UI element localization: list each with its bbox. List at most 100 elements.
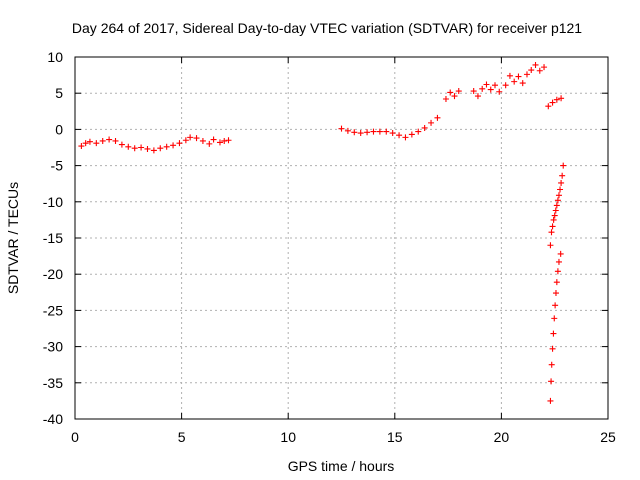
data-point [344,127,351,134]
data-point [557,250,564,257]
data-point [221,137,228,144]
data-point [474,93,481,100]
data-point [106,136,113,143]
data-point [479,85,486,92]
data-point [93,140,100,147]
y-tick-label: 0 [55,121,63,137]
x-axis-title: GPS time / hours [288,458,395,474]
y-tick-label: -5 [51,158,64,174]
data-point [442,95,449,102]
data-point [549,99,556,106]
chart-title: Day 264 of 2017, Sidereal Day-to-day VTE… [72,20,582,36]
data-point [511,78,518,85]
data-point [532,61,539,68]
data-point [554,268,561,275]
x-tick-label: 0 [71,429,79,445]
data-point [112,137,119,144]
data-point [551,315,558,322]
data-point [78,143,85,150]
data-point [551,212,558,219]
y-tick-label: -20 [43,266,63,282]
data-point [519,80,526,87]
grid [75,57,608,419]
data-point [455,88,462,95]
data-point [502,82,509,89]
data-point [364,129,371,136]
data-point [555,258,562,265]
data-point [415,128,422,135]
y-tick-label: -15 [43,230,63,246]
data-point [225,137,232,144]
x-tick-label: 10 [280,429,296,445]
data-point [434,114,441,121]
y-tick-label: -10 [43,194,63,210]
data-point [549,345,556,352]
data-point [82,140,89,147]
y-tick-label: 5 [55,85,63,101]
data-point [536,67,543,74]
x-tick-label: 5 [178,429,186,445]
data-point [557,186,564,193]
data-point [210,136,217,143]
data-point [150,147,157,154]
data-point [402,134,409,141]
y-axis-title: SDTVAR / TECUs [5,182,21,294]
data-point [548,378,555,385]
data-point [396,132,403,139]
y-tick-label: -35 [43,375,63,391]
y-tick-label: -25 [43,302,63,318]
data-point [550,330,557,337]
data-point [553,202,560,209]
data-point [408,131,415,138]
data-point [496,88,503,95]
data-point [528,67,535,74]
data-point [552,290,559,297]
data-point [157,145,164,152]
data-point [487,86,494,93]
data-point [483,81,490,88]
data-point [492,82,499,89]
data-point [138,144,145,151]
data-point [206,140,213,147]
data-point [523,71,530,78]
data-point [548,361,555,368]
data-point [554,197,561,204]
data-point [370,128,377,135]
data-point [99,137,106,144]
data-point [428,119,435,126]
data-point [549,223,556,230]
data-point [176,140,183,147]
data-point [558,179,565,186]
data-point [552,207,559,214]
data-point [545,103,552,110]
data-point [515,73,522,80]
data-point [506,72,513,79]
data-point [553,279,560,286]
data-point [163,143,170,150]
data-point [216,139,223,146]
data-point [86,138,93,145]
data-point [558,95,565,102]
data-point [144,145,151,152]
data-point [125,143,132,150]
y-tick-label: 10 [47,49,63,65]
data-point [447,89,454,96]
y-tick-label: -30 [43,339,63,355]
data-point [553,96,560,103]
x-tick-label: 15 [387,429,403,445]
data-point [199,137,206,144]
data-point [547,242,554,249]
data-point [560,162,567,169]
data-point [182,137,189,144]
y-tick-label: -40 [43,411,63,427]
data-point [421,124,428,131]
data-point [193,135,200,142]
data-point [555,192,562,199]
data-point [357,130,364,137]
data-point [187,134,194,141]
data-point [376,128,383,135]
data-point [131,145,138,152]
data-point [541,64,548,71]
x-tick-label: 25 [600,429,616,445]
